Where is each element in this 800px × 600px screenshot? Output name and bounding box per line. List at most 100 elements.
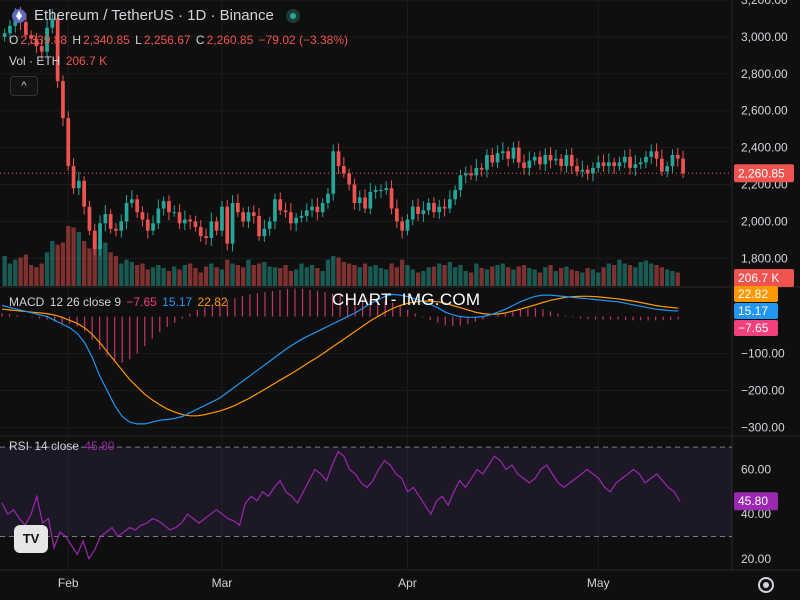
candle-body <box>532 156 537 161</box>
candle-body <box>241 212 245 222</box>
candle-body <box>548 154 553 161</box>
candle-body <box>39 46 44 52</box>
volume-bar <box>272 267 278 286</box>
volume-bar <box>331 256 336 286</box>
volume-bar <box>357 267 362 286</box>
candle-body <box>384 188 389 191</box>
candle-body <box>368 191 373 209</box>
candle-body <box>458 175 463 191</box>
macd-value-tag <box>734 320 778 336</box>
collapse-legend-button[interactable]: ^ <box>10 76 38 96</box>
candle-body <box>516 147 521 163</box>
candle-body <box>437 206 442 213</box>
rsi-tick-label: 20.00 <box>741 552 771 566</box>
volume-bar <box>50 241 55 286</box>
candle-body <box>103 214 108 224</box>
price-tick-label: 3,000.00 <box>741 30 788 44</box>
candle-body <box>98 223 102 250</box>
candle-body <box>490 154 495 163</box>
volume-bar <box>108 252 113 286</box>
candle-body <box>363 197 367 209</box>
macd-line <box>1 293 679 425</box>
volume-bar <box>654 265 659 286</box>
volume-bar <box>479 268 484 286</box>
volume-bar <box>92 233 97 286</box>
candle-body <box>331 151 336 194</box>
volume-bar <box>156 265 161 286</box>
candle-body <box>596 162 601 168</box>
volume-bar <box>553 271 558 286</box>
x-tick-label: May <box>587 576 610 590</box>
volume-bar <box>55 244 60 286</box>
volume-bar <box>394 267 399 286</box>
candle-body <box>267 221 272 229</box>
volume-bar <box>468 272 474 286</box>
volume-bar <box>580 272 585 286</box>
volume-bar <box>447 262 452 286</box>
volume-bar <box>643 260 649 286</box>
tradingview-logo-icon[interactable]: TV <box>14 525 48 553</box>
volume-bar <box>675 272 680 286</box>
volume-bar <box>177 269 182 286</box>
candle-body <box>463 173 468 176</box>
candle-body <box>140 212 145 220</box>
volume-bar <box>559 268 564 286</box>
volume-bar <box>665 269 670 286</box>
volume-bar <box>574 271 580 286</box>
volume-bar <box>421 271 426 286</box>
volume-bar <box>500 263 505 286</box>
candle-body <box>633 164 638 168</box>
candle-body <box>432 202 436 213</box>
volume-bar <box>315 268 320 286</box>
volume-bar <box>29 265 34 286</box>
candle-body <box>45 27 49 52</box>
candle-body <box>580 169 585 172</box>
volume-bar <box>601 267 606 286</box>
volume-bar <box>161 268 166 286</box>
high-label: H <box>72 33 82 47</box>
candle-body <box>246 212 251 222</box>
macd-legend: MACD 12 26 close 9 −7.65 15.17 22.82 <box>9 295 230 309</box>
open-label: O <box>9 33 19 47</box>
price-tick-label: 1,800.00 <box>741 251 788 265</box>
ethereum-icon <box>12 8 26 23</box>
candle-body <box>628 156 632 168</box>
volume-bar <box>484 269 490 286</box>
gear-icon[interactable] <box>758 577 774 593</box>
candle-body <box>400 221 404 231</box>
candle-body <box>214 221 219 231</box>
volume-bar <box>511 269 516 286</box>
volume-bar <box>537 272 543 286</box>
volume-bar <box>612 265 617 286</box>
candle-body <box>495 153 500 163</box>
volume-bar <box>299 263 304 286</box>
candle-body <box>82 180 86 207</box>
volume-bar <box>34 267 39 286</box>
volume-bar <box>256 263 262 286</box>
volume-bar <box>235 265 240 286</box>
candle-body <box>151 223 155 231</box>
rsi-tick-label: 60.00 <box>741 463 771 477</box>
candle-body <box>55 18 60 82</box>
volume-bar <box>506 267 511 286</box>
candle-body <box>193 221 198 227</box>
volume-bar <box>76 232 81 286</box>
candle-body <box>501 151 505 154</box>
candle-body <box>114 228 118 231</box>
volume-bar <box>474 263 479 286</box>
volume-bar <box>140 263 145 286</box>
candle-body <box>681 158 685 174</box>
candle-body <box>283 210 288 213</box>
volume-bar <box>7 263 13 286</box>
candle-body <box>262 228 267 237</box>
volume-bar <box>458 265 463 286</box>
volume-tag <box>734 269 794 287</box>
candle-body <box>607 162 611 167</box>
volume-bar <box>97 244 103 286</box>
volume-bar <box>219 269 225 286</box>
volume-bar <box>341 262 346 286</box>
candle-body <box>167 201 171 213</box>
volume-bar <box>495 265 500 286</box>
candle-body <box>209 221 214 239</box>
